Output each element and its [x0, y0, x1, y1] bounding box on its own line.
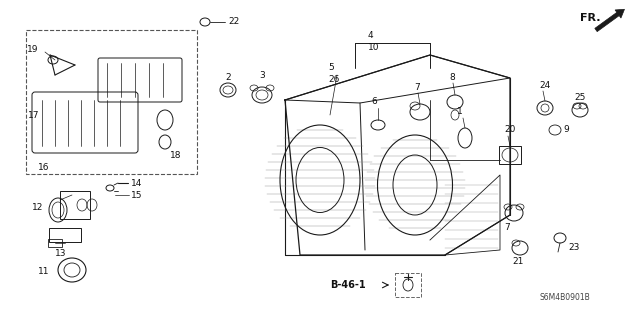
Bar [26, 30, 197, 174]
Bar [60, 191, 90, 219]
Text: 4: 4 [368, 32, 374, 41]
Text: 2: 2 [225, 72, 231, 81]
Bar [48, 239, 62, 247]
Text: 16: 16 [38, 162, 49, 172]
Text: 1: 1 [457, 108, 463, 116]
Text: 21: 21 [512, 257, 524, 266]
Text: 20: 20 [504, 125, 515, 135]
Text: 9: 9 [563, 125, 569, 135]
Bar [49, 228, 81, 242]
Text: 15: 15 [131, 190, 143, 199]
Text: 5: 5 [328, 63, 333, 72]
Text: 12: 12 [32, 204, 44, 212]
Text: FR.: FR. [580, 13, 600, 23]
Text: 13: 13 [55, 249, 67, 257]
Text: 11: 11 [38, 268, 49, 277]
Text: 7: 7 [504, 224, 509, 233]
Text: 3: 3 [259, 70, 265, 79]
Text: 8: 8 [449, 72, 455, 81]
Text: 26: 26 [328, 75, 339, 84]
Text: 10: 10 [368, 42, 380, 51]
FancyArrow shape [595, 9, 625, 32]
Text: 7: 7 [414, 83, 420, 92]
Text: 18: 18 [170, 151, 182, 160]
Text: 23: 23 [568, 243, 579, 253]
Text: 17: 17 [28, 110, 40, 120]
Text: 6: 6 [371, 98, 377, 107]
Text: S6M4B0901B: S6M4B0901B [540, 293, 591, 302]
Text: 14: 14 [131, 179, 142, 188]
Text: B-46-1: B-46-1 [330, 280, 365, 290]
Text: 22: 22 [228, 18, 239, 26]
Text: 24: 24 [539, 80, 550, 90]
Bar [499, 146, 521, 164]
Text: 25: 25 [574, 93, 586, 101]
Text: 19: 19 [27, 44, 38, 54]
Bar [395, 273, 421, 297]
